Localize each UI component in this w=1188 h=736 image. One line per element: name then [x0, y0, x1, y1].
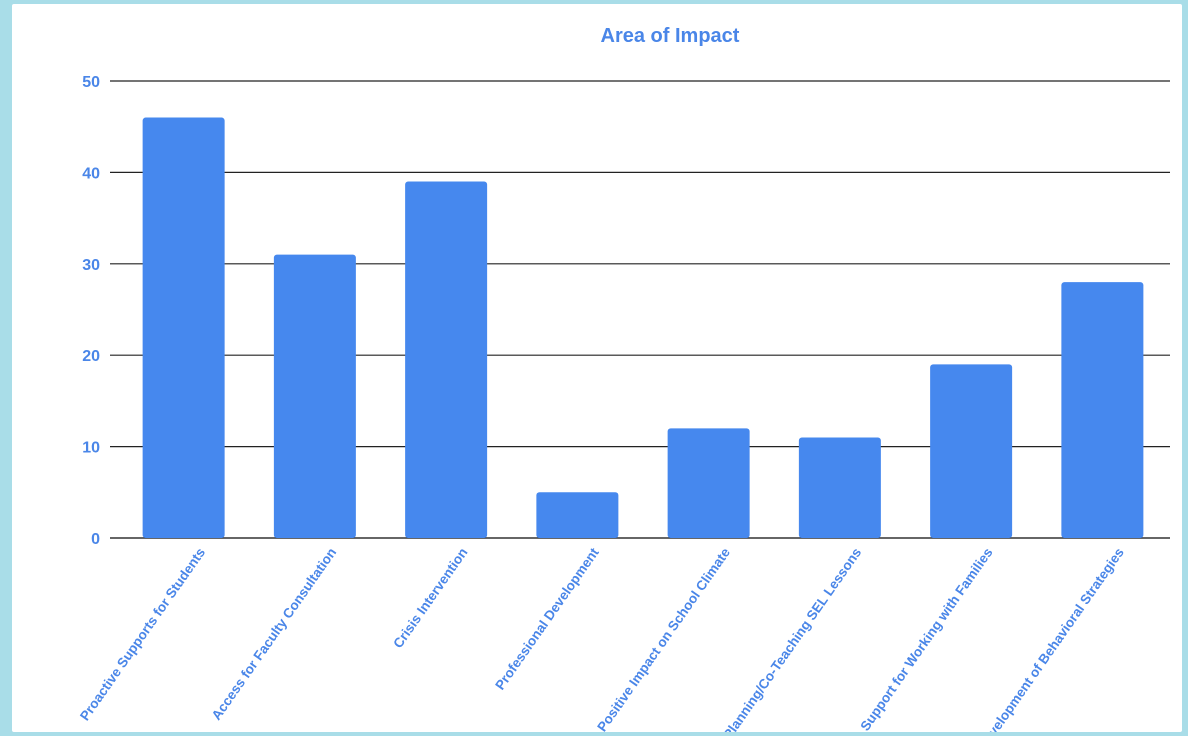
- y-tick-label: 20: [82, 348, 100, 365]
- chart-title: Area of Impact: [601, 25, 740, 47]
- x-tick-label: Positive Impact on School Climate: [594, 545, 733, 732]
- x-tick-label: Planning/Co-Teaching SEL Lessons: [720, 545, 864, 732]
- bar: [405, 181, 488, 539]
- x-tick-label: Access for Faculty Consultation: [209, 545, 340, 723]
- x-tick-label: Proactive Supports for Students: [77, 545, 208, 723]
- bars: [142, 117, 1144, 539]
- bar: [273, 254, 356, 538]
- bar-chart: Area of Impact 0 10 20 30 40 50 Proactive Sup…: [77, 25, 1170, 732]
- bar: [1061, 282, 1144, 538]
- bar: [930, 364, 1013, 538]
- chart-panel: Area of Impact 0 10 20 30 40 50 Proactive Sup…: [12, 4, 1182, 732]
- x-tick-label: Development of Behavioral Strategies: [975, 545, 1127, 732]
- x-tick-label: Professional Development: [492, 545, 602, 693]
- y-tick-label: 30: [82, 257, 100, 274]
- y-tick-label: 0: [91, 531, 100, 548]
- bar: [536, 492, 619, 538]
- x-tick-label: Crisis Intervention: [390, 545, 470, 651]
- y-tick-label: 40: [82, 165, 100, 182]
- bar: [667, 428, 750, 538]
- bar: [142, 117, 225, 538]
- x-tick-label: Support for Working with Families: [857, 545, 995, 732]
- x-axis-labels: Proactive Supports for Students Access fo…: [77, 545, 1127, 732]
- bar: [798, 437, 881, 538]
- y-axis-ticks: 0 10 20 30 40 50: [82, 74, 100, 548]
- y-tick-label: 50: [82, 74, 100, 91]
- y-tick-label: 10: [82, 440, 100, 457]
